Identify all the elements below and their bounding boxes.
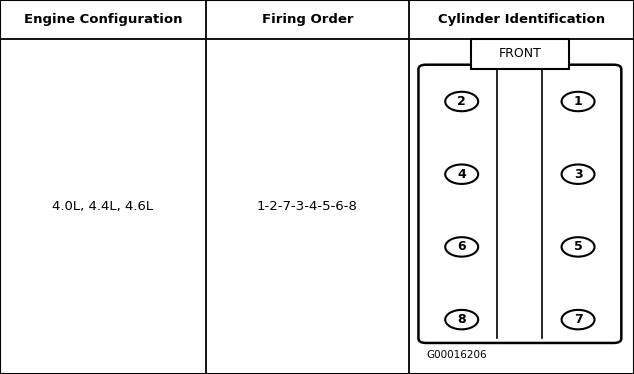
- Text: Engine Configuration: Engine Configuration: [24, 13, 183, 26]
- FancyBboxPatch shape: [418, 65, 621, 343]
- Text: 5: 5: [574, 240, 583, 254]
- Text: Cylinder Identification: Cylinder Identification: [438, 13, 605, 26]
- Text: 6: 6: [457, 240, 466, 254]
- Text: 2: 2: [457, 95, 466, 108]
- Text: 1-2-7-3-4-5-6-8: 1-2-7-3-4-5-6-8: [257, 200, 358, 213]
- Bar: [470, 39, 569, 69]
- Text: G00016206: G00016206: [426, 350, 487, 360]
- Text: 4: 4: [457, 168, 466, 181]
- Text: 4.0L, 4.4L, 4.6L: 4.0L, 4.4L, 4.6L: [53, 200, 153, 213]
- Text: 8: 8: [457, 313, 466, 326]
- Text: 7: 7: [574, 313, 583, 326]
- Text: 3: 3: [574, 168, 583, 181]
- Text: Firing Order: Firing Order: [262, 13, 353, 26]
- Text: 1: 1: [574, 95, 583, 108]
- Text: FRONT: FRONT: [498, 47, 541, 60]
